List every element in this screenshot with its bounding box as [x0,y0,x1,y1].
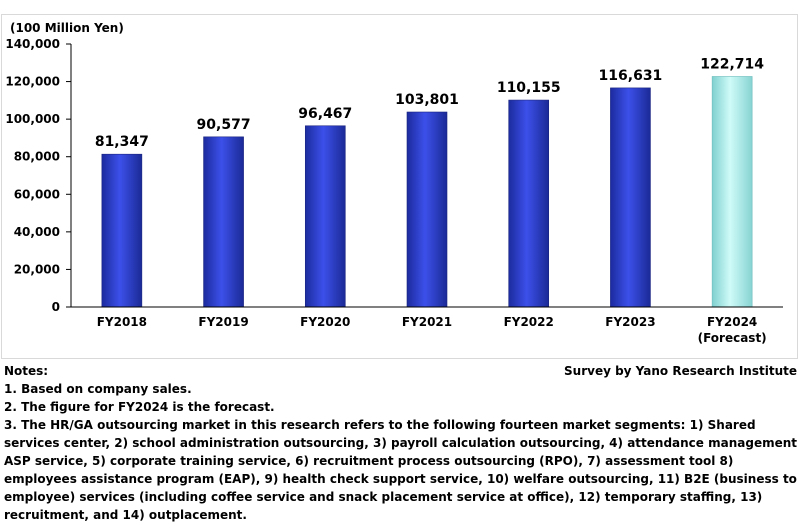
data-label: 103,801 [395,92,459,108]
bar-fy2022 [508,99,550,308]
note-2: 2. The figure for FY2024 is the forecast… [4,400,275,414]
x-axis: FY2018 FY2019 FY2020 FY2021 FY2022 FY2023 FY20… [71,306,783,345]
y-tick-label: 40,000 [14,225,60,239]
bars: 81,347 90,577 96,467 103,801 110,155 116,631 1… [95,56,764,308]
data-label: 96,467 [298,106,352,122]
bar-chart: (100 Million Yen) 0 20,000 40,000 60,000 80,… [5,21,783,345]
note-1: 1. Based on company sales. [4,382,192,396]
x-tick-label: FY2023 [605,315,655,329]
y-tick-label: 20,000 [14,262,60,276]
chart-frame: (100 Million Yen) 0 20,000 40,000 60,000 80,… [1,14,798,359]
y-tick-label: 60,000 [14,187,60,201]
note-3: 3. The HR/GA outsourcing market in this … [4,418,798,522]
x-tick-label: FY2022 [504,315,554,329]
bar-fy2020 [304,125,346,308]
notes-section: Notes: Survey by Yano Research Institute… [4,362,799,524]
notes-heading: Notes: [4,364,49,378]
y-tick-label: 80,000 [14,150,60,164]
data-label: 81,347 [95,134,149,150]
x-tick-label: FY2021 [402,315,452,329]
y-tick-label: 140,000 [5,37,60,51]
x-tick-label: FY2020 [300,315,350,329]
x-tick-label: FY2019 [198,315,248,329]
source-credit: Survey by Yano Research Institute [564,364,797,378]
bar-fy2018 [101,153,143,308]
y-unit-label: (100 Million Yen) [10,21,124,35]
x-tick-label: FY2018 [97,315,147,329]
bar-fy2023 [610,87,651,308]
data-label: 90,577 [197,117,251,133]
y-tick-label: 100,000 [5,112,60,126]
x-tick-label: FY2024 [707,315,757,329]
data-label: 110,155 [497,80,561,96]
data-label: 122,714 [700,56,764,72]
x-tick-sublabel: (Forecast) [698,331,767,345]
y-tick-label: 120,000 [5,75,60,89]
bar-fy2024 [711,76,753,308]
data-label: 116,631 [599,68,663,84]
bar-fy2021 [406,111,448,308]
bar-fy2019 [203,136,244,308]
y-tick-label: 0 [52,300,60,314]
y-axis: 0 20,000 40,000 60,000 80,000 100,000 120,000 1… [5,37,72,314]
